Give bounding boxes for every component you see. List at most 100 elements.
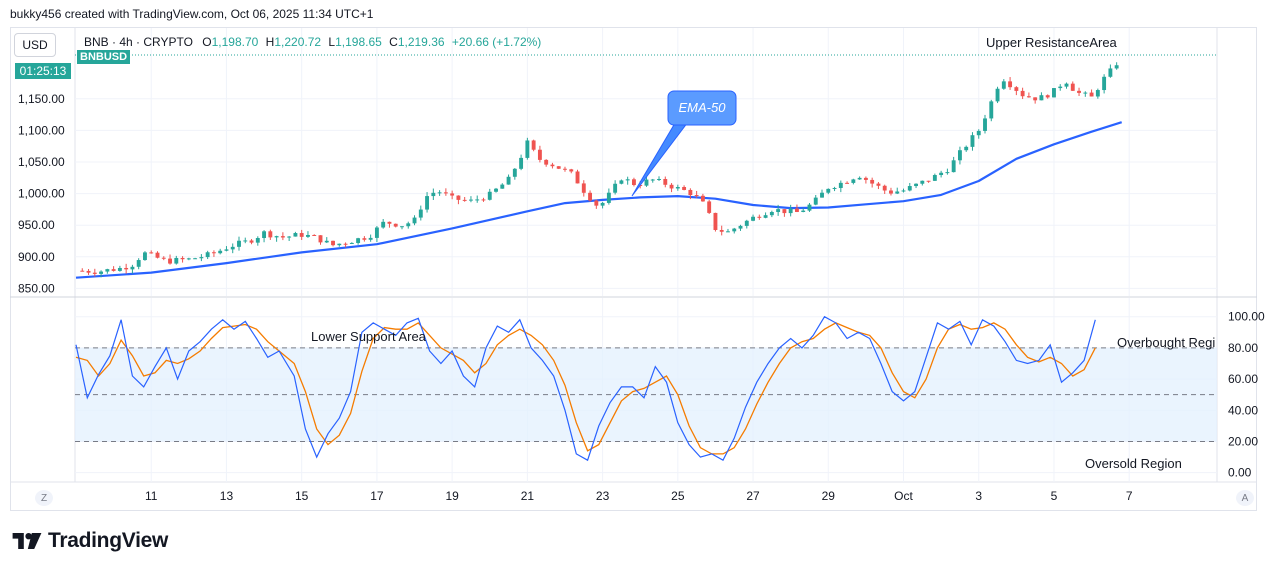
candle-body [80, 270, 85, 272]
candle-body [287, 236, 292, 238]
candle-body [86, 270, 91, 273]
candle-body [1020, 90, 1025, 97]
candle-body [782, 209, 787, 214]
scale-auto-button[interactable]: A [1236, 490, 1254, 506]
candle-body [199, 257, 204, 259]
ema-layer [75, 121, 1123, 279]
footer-brand-text: TradingView [48, 529, 169, 552]
candle-body [437, 192, 442, 194]
footer-brand[interactable]: TradingView [12, 529, 168, 553]
candle-body [932, 175, 937, 181]
candle-body [481, 199, 486, 201]
candle-body [807, 204, 812, 211]
candle-body [757, 216, 762, 218]
candle-body [763, 215, 768, 218]
candle-body [168, 258, 172, 264]
candle-body [268, 231, 273, 238]
candle-body [243, 240, 248, 242]
candle-body [525, 140, 530, 158]
time-tick-label: 21 [521, 489, 535, 503]
legend-high-label: H [265, 35, 275, 49]
candle-body [732, 228, 737, 232]
candle-body [512, 168, 517, 177]
candle-body [92, 272, 97, 274]
candle-body [299, 233, 304, 237]
candle-body [211, 252, 216, 254]
candle-body [111, 269, 116, 271]
candle-body [161, 257, 166, 259]
candle-body [826, 188, 831, 193]
stoch-k-line [75, 315, 1096, 462]
candle-body [669, 184, 674, 189]
candle-body [631, 179, 636, 186]
candle-body [832, 187, 837, 189]
legend-low: 1,198.65 [335, 35, 382, 49]
candle-body [957, 150, 962, 161]
candle-body [726, 231, 730, 233]
candle-body [130, 266, 135, 270]
candle-body [99, 271, 104, 274]
stoch-tick-label: 100.00 [1228, 310, 1265, 324]
candle-body [976, 130, 981, 136]
candle-body [657, 178, 661, 180]
time-tick-label: 3 [975, 489, 982, 503]
candle-body [124, 267, 129, 270]
candle-body [230, 246, 235, 250]
candle-body [707, 201, 712, 213]
time-tick-label: 19 [445, 489, 459, 503]
candle-body [920, 180, 925, 184]
price-tick-label: 1,000.00 [18, 187, 65, 201]
candle-body [876, 183, 881, 186]
upper-resistance-label: Upper ResistanceArea [986, 35, 1118, 50]
time-tick-label: 7 [1126, 489, 1133, 503]
candle-body [1039, 95, 1044, 101]
candle-body [713, 212, 718, 230]
scale-z-button[interactable]: Z [35, 490, 53, 506]
candle-body [494, 188, 498, 192]
stoch-d-line [75, 322, 1096, 455]
candle-body [970, 135, 975, 147]
time-tick-label: 27 [746, 489, 760, 503]
time-tick-label: 11 [145, 489, 158, 503]
candle-body [237, 240, 241, 247]
price-tick-label: 950.00 [18, 218, 55, 232]
candle-body [443, 192, 448, 194]
time-tick-label: 29 [822, 489, 836, 503]
candle-body [594, 200, 599, 206]
candle-body [914, 183, 918, 187]
candle-body [537, 149, 542, 160]
candle-body [926, 180, 931, 182]
stoch-tick-label: 60.00 [1228, 372, 1258, 386]
candle-body [776, 209, 781, 213]
candle-body [569, 169, 574, 172]
candle-body [1095, 90, 1100, 97]
time-tick-label: 13 [220, 489, 234, 503]
stoch-tick-label: 80.00 [1228, 341, 1258, 355]
legend-symbol[interactable]: BNB · 4h · CRYPTO [84, 35, 193, 49]
ema-callout-label: EMA-50 [679, 100, 727, 115]
candle-body [306, 234, 310, 237]
candle-body [456, 195, 461, 200]
legend-close: 1,219.36 [397, 35, 445, 49]
candle-body [895, 191, 900, 194]
attribution-text: bukky456 created with TradingView.com, O… [10, 7, 374, 21]
candle-body [105, 269, 110, 272]
candle-body [519, 157, 524, 169]
candle-body [193, 258, 198, 260]
candle-body [387, 221, 392, 224]
candle-body [1108, 68, 1113, 77]
ema-callout-bubble[interactable] [667, 90, 737, 126]
candle-body [581, 183, 586, 193]
candle-body [663, 178, 668, 185]
candle-body [293, 233, 298, 237]
candle-body [1114, 65, 1119, 69]
candle-body [901, 190, 906, 192]
candle-body [143, 252, 147, 261]
legend-change: +20.66 (+1.72%) [451, 35, 542, 49]
tradingview-logo-icon [12, 533, 42, 549]
candle-body [1033, 97, 1038, 101]
candle-body [1077, 90, 1081, 93]
candle-body [180, 257, 185, 260]
currency-button[interactable]: USD [14, 33, 56, 57]
